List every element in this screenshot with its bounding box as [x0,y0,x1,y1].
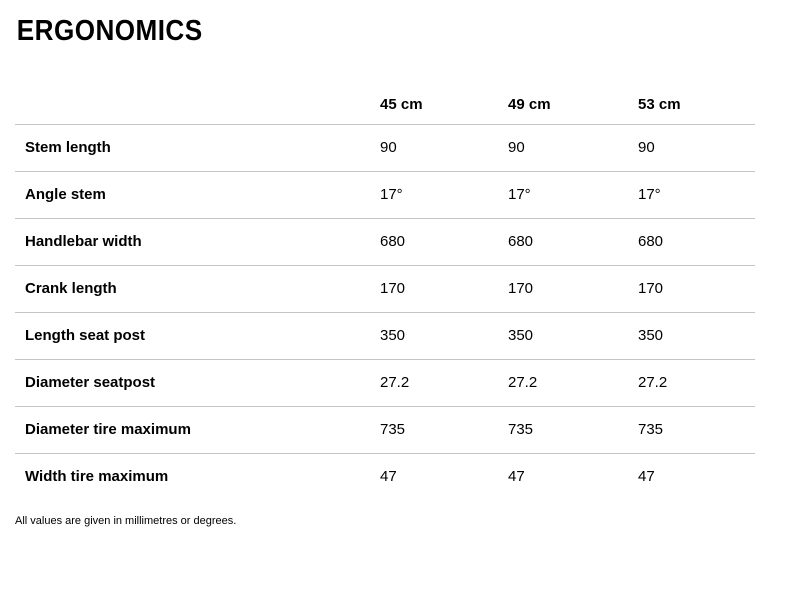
table-row: Crank length 170 170 170 [15,265,755,313]
column-header-45cm: 45 cm [380,85,508,125]
cell-value: 47 [380,468,397,486]
table-row: Length seat post 350 350 350 [15,312,755,360]
ergonomics-section: ERGONOMICS 45 cm 49 cm 53 cm Stem length… [15,15,755,527]
cell-value: 350 [508,312,638,360]
ergonomics-table: 45 cm 49 cm 53 cm Stem length 90 90 90 A… [15,85,755,500]
page-title: ERGONOMICS [16,15,203,47]
cell-value: 17° [380,171,508,219]
cell-value: 680 [638,218,755,266]
cell-value: 27.2 [638,359,755,407]
cell-value: 47 [638,468,655,486]
column-header-53cm: 53 cm [638,85,755,125]
cell-value: 27.2 [508,359,638,407]
footnote: All values are given in millimetres or d… [15,514,237,527]
cell-value: 680 [508,218,638,266]
column-header-49cm: 49 cm [508,85,638,125]
table-header-row: 45 cm 49 cm 53 cm [15,85,755,125]
row-label: Handlebar width [15,218,380,266]
table-row: Diameter tire maximum 735 735 735 [15,406,755,454]
cell-value: 680 [380,218,508,266]
cell-value: 735 [638,406,755,454]
table-row: Diameter seatpost 27.2 27.2 27.2 [15,359,755,407]
cell-value: 170 [508,265,638,313]
table-row: Handlebar width 680 680 680 [15,218,755,266]
table-row: Width tire maximum 47 47 47 [15,453,755,500]
cell-value: 350 [380,312,508,360]
row-label: Length seat post [15,312,380,360]
row-label: Diameter seatpost [15,359,380,407]
cell-value: 17° [508,171,638,219]
row-label: Stem length [15,124,380,172]
row-label: Width tire maximum [25,468,169,486]
cell-value: 170 [638,265,755,313]
cell-value: 170 [380,265,508,313]
cell-value: 735 [508,406,638,454]
row-label: Diameter tire maximum [15,406,380,454]
cell-value: 90 [380,124,508,172]
cell-value: 90 [638,124,755,172]
row-label: Angle stem [15,171,380,219]
table-row: Angle stem 17° 17° 17° [15,171,755,219]
cell-value: 90 [508,124,638,172]
row-label: Crank length [15,265,380,313]
cell-value: 17° [638,171,755,219]
cell-value: 27.2 [380,359,508,407]
cell-value: 47 [508,468,525,486]
table-row: Stem length 90 90 90 [15,124,755,172]
header-spacer [15,85,380,125]
cell-value: 350 [638,312,755,360]
cell-value: 735 [380,406,508,454]
